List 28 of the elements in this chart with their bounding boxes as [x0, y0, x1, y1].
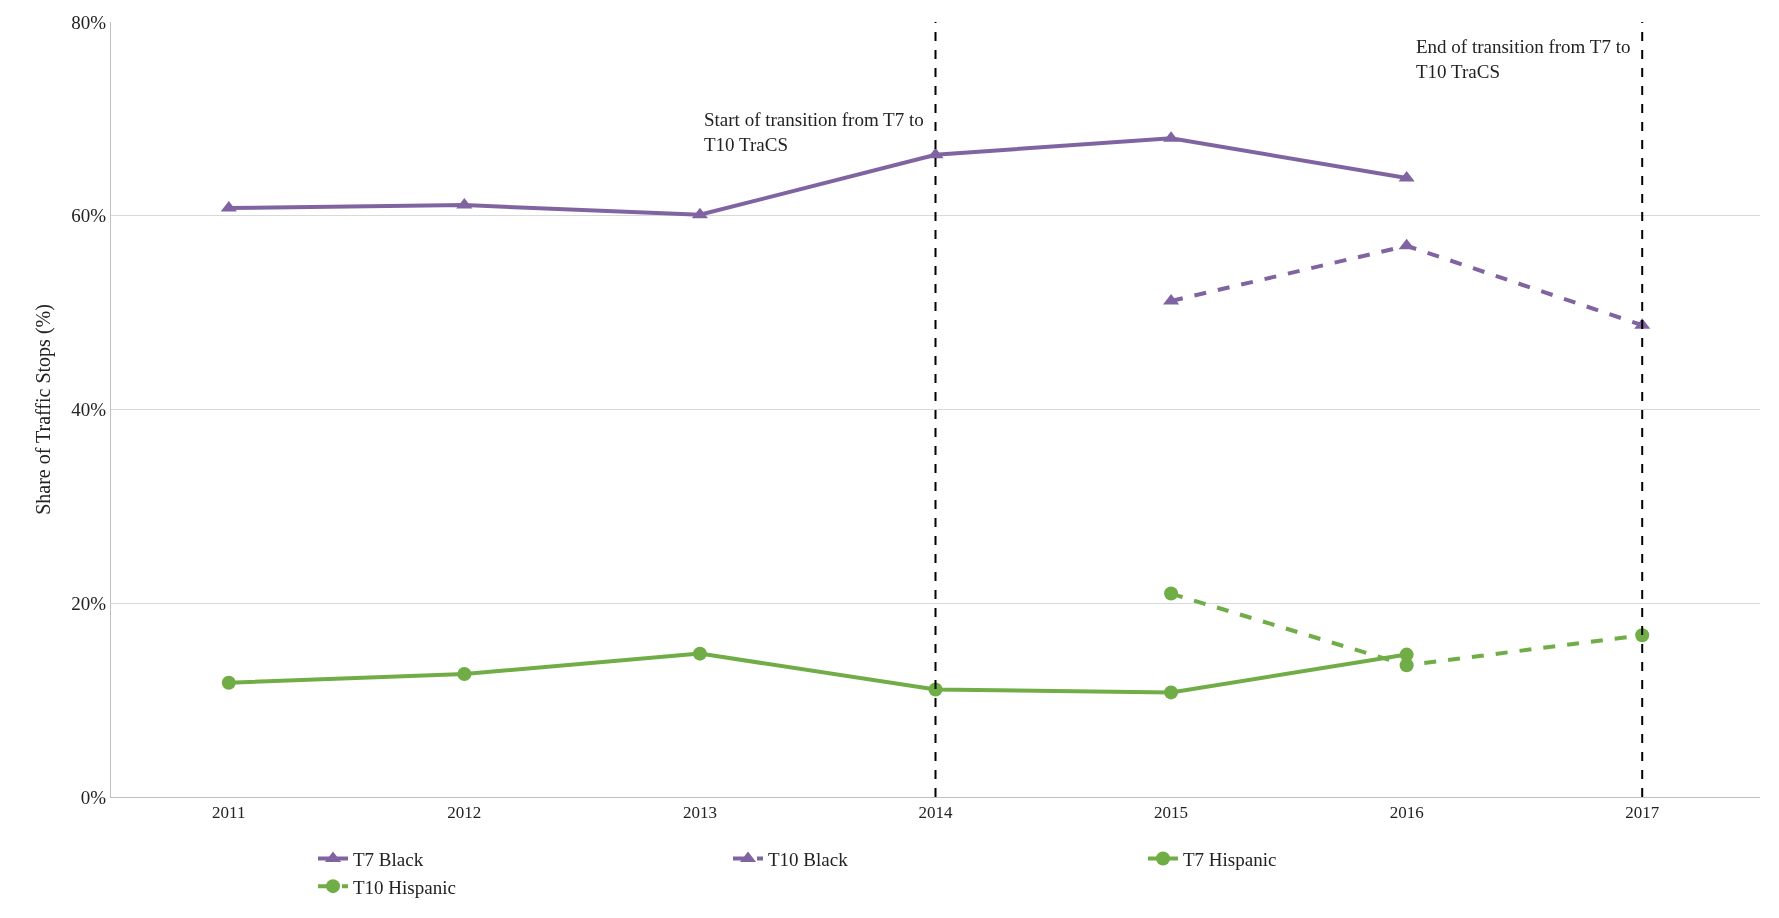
point: [457, 666, 472, 681]
y-tick-label: 20%: [71, 592, 107, 614]
point: [1635, 628, 1650, 643]
ref-line-label: End of transition from T7 to T10 TraCS: [1416, 36, 1631, 82]
legend-label: T7 Black: [353, 848, 424, 870]
x-tick-label: 2014: [918, 803, 953, 823]
y-tick-label: 40%: [71, 399, 107, 421]
legend-label: T10 Black: [768, 848, 849, 870]
y-tick-label: 60%: [71, 205, 107, 227]
point: [1164, 586, 1179, 601]
point: [1164, 685, 1179, 700]
x-tick-label: 2017: [1625, 803, 1660, 823]
point: [692, 646, 707, 661]
x-tick-label: 2013: [682, 803, 717, 823]
x-tick-label: 2012: [447, 803, 482, 823]
y-axis-title: Share of Traffic Stops (%): [31, 304, 55, 515]
point: [1398, 170, 1415, 182]
y-tick-label: 80%: [71, 11, 107, 33]
y-tick-label: 0%: [80, 786, 107, 808]
point: [1399, 658, 1414, 673]
point: [927, 147, 944, 159]
x-tick-label: 2016: [1389, 803, 1424, 823]
point: [221, 675, 236, 690]
legend-label: T7 Hispanic: [1183, 848, 1277, 870]
ref-line-label: Start of transition from T7 to T10 TraCS: [704, 109, 924, 155]
x-tick-label: 2011: [212, 803, 246, 823]
x-tick-label: 2015: [1154, 803, 1189, 823]
legend-label: T10 Hispanic: [353, 876, 456, 898]
